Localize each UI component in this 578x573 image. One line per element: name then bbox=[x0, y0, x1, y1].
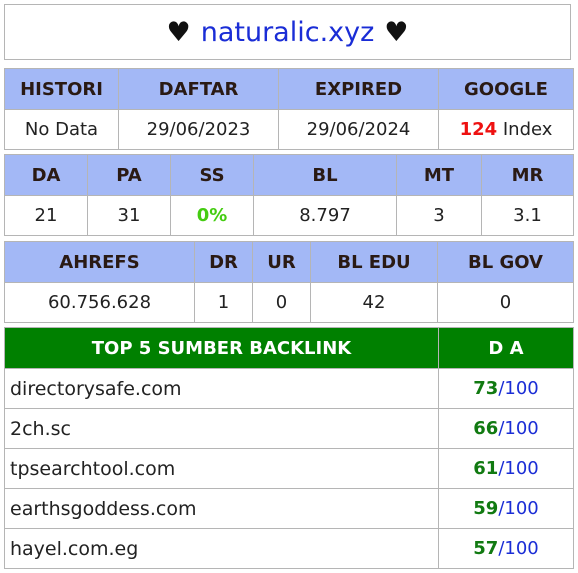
backlink-da-max: /100 bbox=[498, 458, 539, 479]
header-ss: SS bbox=[170, 154, 254, 196]
header-mt: MT bbox=[396, 154, 482, 196]
header-daftar: DAFTAR bbox=[118, 68, 279, 110]
header-ur: UR bbox=[252, 241, 311, 283]
backlink-table: TOP 5 SUMBER BACKLINK D A directorysafe.… bbox=[4, 327, 574, 569]
table-row: earthsgoddess.com 59/100 bbox=[4, 488, 574, 529]
header-expired: EXPIRED bbox=[278, 68, 439, 110]
histori-value: No Data bbox=[4, 109, 119, 150]
header-pa: PA bbox=[87, 154, 171, 196]
heart-icon-left: ♥ bbox=[166, 16, 191, 48]
backlink-domain[interactable]: earthsgoddess.com bbox=[4, 488, 439, 529]
domain-title: ♥ naturalic.xyz ♥ bbox=[4, 4, 571, 60]
header-dr: DR bbox=[194, 241, 253, 283]
table-row: 2ch.sc 66/100 bbox=[4, 408, 574, 449]
backlink-da-max: /100 bbox=[498, 378, 539, 399]
ur-value: 0 bbox=[252, 282, 311, 323]
backlink-da-max: /100 bbox=[498, 498, 539, 519]
header-da: DA bbox=[4, 154, 88, 196]
backlink-domain[interactable]: 2ch.sc bbox=[4, 408, 439, 449]
header-histori: HISTORI bbox=[4, 68, 119, 110]
table-row: hayel.com.eg 57/100 bbox=[4, 528, 574, 569]
table-row: directorysafe.com 73/100 bbox=[4, 368, 574, 409]
backlink-da-value: 73 bbox=[473, 378, 499, 399]
ahrefs-table: AHREFS DR UR BL EDU BL GOV 60.756.628 1 … bbox=[4, 241, 574, 323]
backlink-da-cell: 59/100 bbox=[438, 488, 574, 529]
header-bl-gov: BL GOV bbox=[437, 241, 574, 283]
heart-icon-right: ♥ bbox=[384, 16, 409, 48]
domain-name[interactable]: naturalic.xyz bbox=[200, 16, 375, 48]
google-index-count: 124 bbox=[459, 119, 498, 140]
header-backlink-source: TOP 5 SUMBER BACKLINK bbox=[4, 327, 439, 369]
backlink-domain[interactable]: directorysafe.com bbox=[4, 368, 439, 409]
backlink-da-value: 59 bbox=[473, 498, 499, 519]
header-ahrefs: AHREFS bbox=[4, 241, 195, 283]
google-index-cell: 124 Index bbox=[438, 109, 574, 150]
daftar-value: 29/06/2023 bbox=[118, 109, 279, 150]
backlink-da-cell: 57/100 bbox=[438, 528, 574, 569]
mt-value: 3 bbox=[396, 195, 482, 236]
backlink-domain[interactable]: hayel.com.eg bbox=[4, 528, 439, 569]
metrics-table: DA PA SS BL MT MR 21 31 0% 8.797 3 3.1 bbox=[4, 154, 574, 236]
ahrefs-value: 60.756.628 bbox=[4, 282, 195, 323]
backlink-da-cell: 66/100 bbox=[438, 408, 574, 449]
backlink-da-value: 66 bbox=[473, 418, 499, 439]
domain-info-table: HISTORI DAFTAR EXPIRED GOOGLE No Data 29… bbox=[4, 68, 574, 150]
google-index-label: Index bbox=[497, 119, 553, 140]
backlink-da-value: 61 bbox=[473, 458, 499, 479]
backlink-domain[interactable]: tpsearchtool.com bbox=[4, 448, 439, 489]
backlink-da-max: /100 bbox=[498, 418, 539, 439]
header-bl: BL bbox=[253, 154, 397, 196]
table-row: tpsearchtool.com 61/100 bbox=[4, 448, 574, 489]
dr-value: 1 bbox=[194, 282, 253, 323]
header-backlink-da: D A bbox=[438, 327, 574, 369]
bl-value: 8.797 bbox=[253, 195, 397, 236]
expired-value: 29/06/2024 bbox=[278, 109, 439, 150]
backlink-da-cell: 61/100 bbox=[438, 448, 574, 489]
ss-value: 0% bbox=[170, 195, 254, 236]
header-mr: MR bbox=[481, 154, 574, 196]
backlink-da-cell: 73/100 bbox=[438, 368, 574, 409]
mr-value: 3.1 bbox=[481, 195, 574, 236]
bl-gov-value: 0 bbox=[437, 282, 574, 323]
pa-value: 31 bbox=[87, 195, 171, 236]
header-bl-edu: BL EDU bbox=[310, 241, 438, 283]
header-google: GOOGLE bbox=[438, 68, 574, 110]
da-value: 21 bbox=[4, 195, 88, 236]
backlink-da-value: 57 bbox=[473, 538, 499, 559]
bl-edu-value: 42 bbox=[310, 282, 438, 323]
backlink-da-max: /100 bbox=[498, 538, 539, 559]
